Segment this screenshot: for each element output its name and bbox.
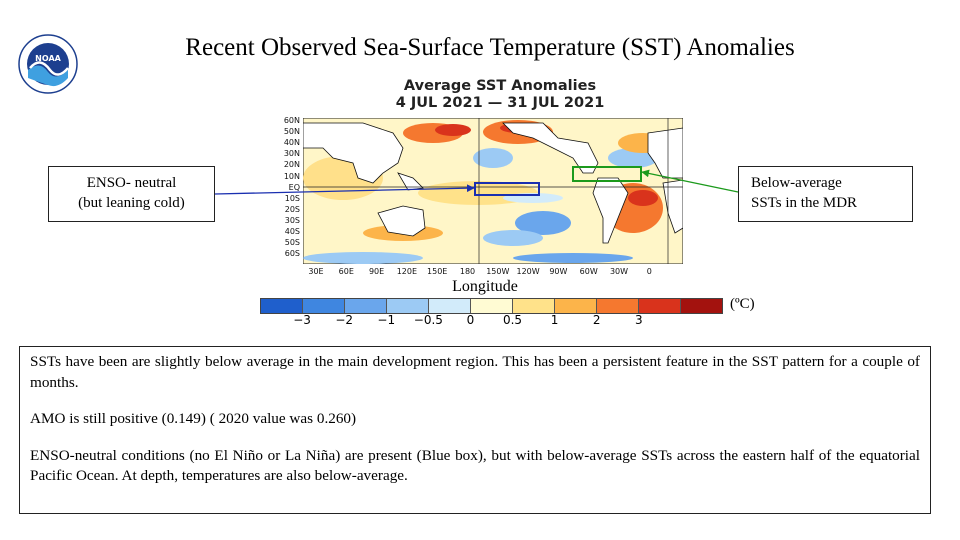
colorbar-tick-label: −2 (335, 313, 354, 327)
continents (303, 122, 683, 244)
summary-paragraph-mdr: SSTs have been are slightly below averag… (30, 353, 920, 391)
map-plot (303, 118, 683, 264)
mdr-box (572, 166, 642, 182)
svg-text:NOAA: NOAA (35, 54, 61, 63)
longitude-axis-title: Longitude (452, 278, 518, 295)
colorbar-segment (345, 299, 387, 313)
lat-label: 40S (284, 227, 300, 236)
colorbar-tick-label: 0 (466, 313, 475, 327)
lat-label: 20S (284, 204, 300, 214)
lon-label: 90W (549, 267, 568, 276)
slide-title: Recent Observed Sea-Surface Temperature … (185, 34, 795, 61)
summary-paragraph-enso: ENSO-neutral conditions (no El Niño or L… (30, 446, 920, 485)
lon-label: 30E (308, 267, 324, 276)
colorbar-tick-label: 3 (634, 313, 643, 327)
lon-label: 150E (427, 267, 448, 276)
lon-label: 180 (459, 267, 476, 276)
colorbar-tick-label: −3 (293, 313, 311, 327)
colorbar-segment (555, 299, 597, 313)
map-title: Average SST Anomalies 4 JUL 2021 — 31 JU… (300, 78, 700, 112)
lat-label: 60S (284, 249, 300, 259)
lat-label: 30S (284, 215, 300, 225)
enso-callout-line2: (but leaning cold) (78, 195, 185, 211)
colorbar-segment (429, 299, 471, 313)
enso-box (474, 182, 540, 196)
lon-label: 150W (486, 267, 510, 276)
summary-textbox: SSTs have been are slightly below averag… (19, 346, 931, 514)
mdr-callout-line1: Below-average (751, 175, 842, 191)
colorbar (260, 298, 723, 314)
enso-callout: ENSO- neutral (but leaning cold) (48, 166, 215, 222)
lon-label: 120E (396, 267, 418, 276)
summary-paragraph-amo: AMO is still positive (0.149) ( 2020 val… (30, 410, 357, 427)
colorbar-tick-label: −0.5 (413, 313, 443, 327)
colorbar-segment (471, 299, 513, 313)
lat-label: 30N (283, 149, 300, 159)
colorbar-segment (261, 299, 303, 313)
colorbar-tick-label: 2 (592, 313, 601, 327)
colorbar-tick-label: 0.5 (502, 313, 523, 327)
lon-label: 90E (368, 267, 385, 276)
colorbar-segment (387, 299, 429, 313)
mdr-callout-line2: SSTs in the MDR (751, 195, 858, 211)
lon-label: 60E (338, 267, 354, 276)
lat-label: 10N (283, 171, 300, 181)
lon-label: 30W (609, 267, 629, 276)
lon-label: 0 (646, 267, 652, 276)
lat-label: 60N (283, 116, 300, 125)
lat-label: 50S (284, 238, 300, 248)
lon-label: 120W (516, 267, 540, 276)
lat-label: EQ (288, 182, 300, 192)
sst-anomaly-map: 60N 50N 40N 30N 20N 10N EQ 10S 20S 30S 40S 50S 60S 3… (270, 116, 690, 280)
colorbar-tick-label: −1 (377, 313, 396, 327)
colorbar-segment (303, 299, 345, 313)
colorbar-segment (513, 299, 555, 313)
map-title-line2: 4 JUL 2021 — 31 JUL 2021 (395, 95, 605, 111)
noaa-logo: NOAA (18, 34, 78, 94)
map-title-line1: Average SST Anomalies (403, 78, 597, 94)
colorbar-segment (681, 299, 722, 313)
enso-callout-line1: ENSO- neutral (86, 175, 177, 191)
lat-label: 50N (283, 127, 300, 137)
colorbar-segment (597, 299, 639, 313)
lat-label: 40N (283, 138, 300, 148)
lon-label: 60W (579, 267, 598, 276)
lat-label: 10S (284, 193, 300, 203)
colorbar-tick-label: 1 (550, 313, 559, 327)
mdr-callout: Below-average SSTs in the MDR (738, 166, 913, 222)
colorbar-unit: (ºC) (730, 296, 755, 312)
colorbar-segment (639, 299, 681, 313)
lat-label: 20N (283, 160, 300, 170)
